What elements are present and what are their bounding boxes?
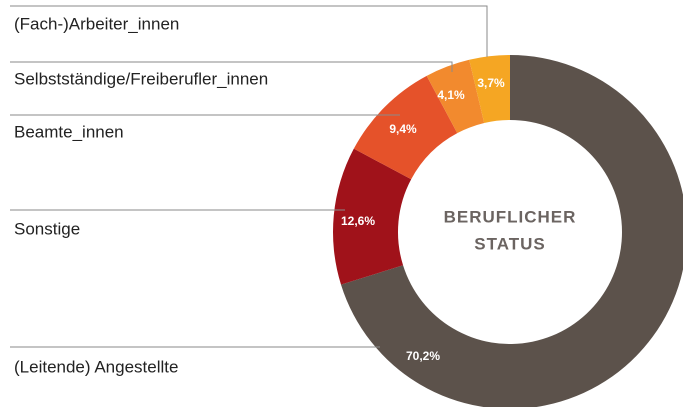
leader-line [10, 5, 488, 57]
center-label: BERUFLICHER [444, 207, 577, 226]
donut-segment [333, 148, 412, 285]
category-label: (Leitende) Angestellte [14, 357, 178, 376]
center-label: STATUS [474, 234, 545, 253]
category-label: Beamte_innen [14, 122, 124, 141]
value-label: 9,4% [389, 122, 417, 136]
donut-segment [340, 55, 683, 407]
donut-segment [353, 75, 458, 180]
value-label: 3,7% [477, 76, 505, 90]
category-label: (Fach-)Arbeiter_innen [14, 14, 179, 33]
value-label: 70,2% [406, 349, 440, 363]
value-label: 12,6% [341, 214, 375, 228]
donut-segment [426, 59, 485, 134]
leader-line [10, 61, 453, 72]
value-label: 4,1% [437, 88, 465, 102]
category-label: Selbstständige/Freiberufler_innen [14, 69, 268, 88]
donut-segment [469, 55, 510, 124]
category-label: Sonstige [14, 219, 80, 238]
